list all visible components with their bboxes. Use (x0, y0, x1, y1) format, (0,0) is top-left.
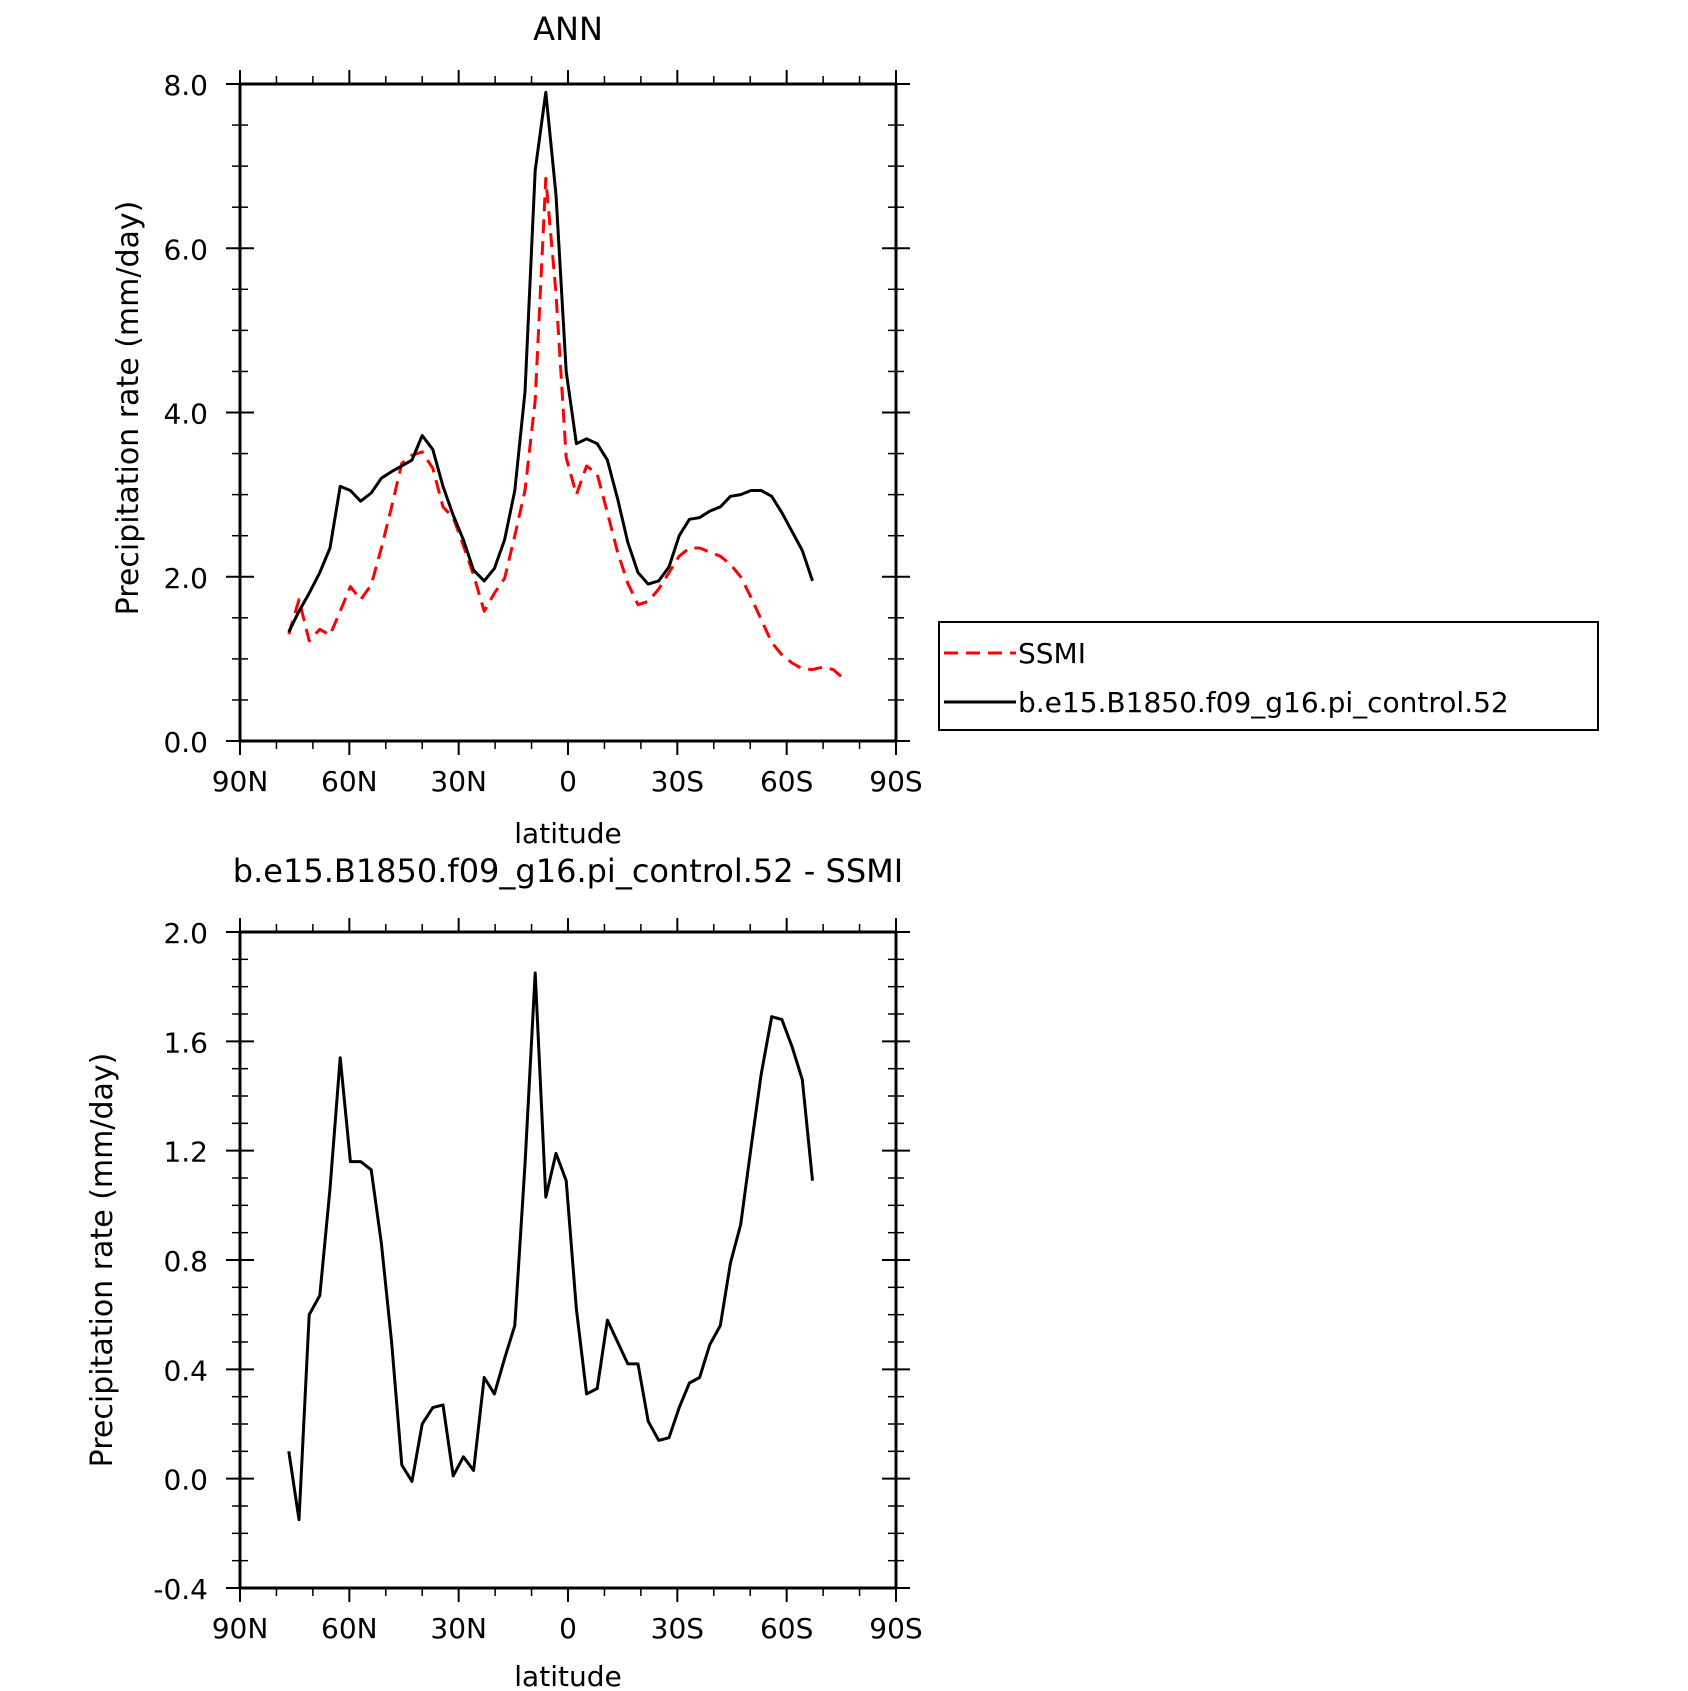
legend-box (938, 621, 1599, 731)
series-line-0 (287, 971, 814, 1522)
y-tick-label: 0.0 (163, 1464, 208, 1497)
plot-frame (238, 930, 898, 1590)
chart-panel-top: ANN Precipitation rate (mm/day) latitude… (111, 10, 923, 850)
y-tick-label: -0.4 (153, 1573, 208, 1606)
series-lines (287, 971, 814, 1522)
y-tick-label: 1.6 (163, 1026, 208, 1059)
x-tick-label: 60N (321, 1612, 378, 1645)
x-tick-label: 60S (760, 1612, 813, 1645)
y-tick-label: 8.0 (163, 69, 208, 102)
axis-ticks: 90N 60N 30N 0 30S 60S 90S 0.0 2.0 4.0 6.0 8.0 (163, 69, 922, 798)
y-tick-label: 0.4 (163, 1354, 208, 1387)
chart-title: ANN (533, 10, 603, 48)
series-line-0 (287, 176, 845, 680)
x-tick-label: 60N (321, 765, 378, 798)
y-tick-label: 6.0 (163, 233, 208, 266)
x-tick-label: 30N (430, 1612, 487, 1645)
x-tick-label: 90N (212, 765, 269, 798)
y-tick-label: 2.0 (163, 917, 208, 950)
series-lines (287, 90, 845, 680)
legend: SSMI b.e15.B1850.f09_g16.pi_control.52 (938, 621, 1599, 731)
chart-title: b.e15.B1850.f09_g16.pi_control.52 - SSMI (233, 852, 903, 890)
x-tick-label: 30S (651, 1612, 704, 1645)
y-axis-label: Precipitation rate (mm/day) (85, 1053, 120, 1468)
legend-label-ssmi: SSMI (1018, 637, 1086, 670)
y-tick-label: 2.0 (163, 562, 208, 595)
legend-label-model: b.e15.B1850.f09_g16.pi_control.52 (1018, 686, 1509, 719)
x-tick-label: 60S (760, 765, 813, 798)
y-tick-label: 0.8 (163, 1245, 208, 1278)
x-tick-label: 0 (559, 1612, 577, 1645)
y-tick-label: 1.2 (163, 1136, 208, 1169)
series-line-1 (287, 90, 814, 633)
y-axis-label: Precipitation rate (mm/day) (111, 201, 146, 616)
chart-panel-bottom: b.e15.B1850.f09_g16.pi_control.52 - SSMI… (85, 852, 923, 1691)
x-axis-label: latitude (514, 1660, 621, 1691)
x-tick-label: 30S (651, 765, 704, 798)
x-tick-label: 90S (869, 765, 922, 798)
x-tick-label: 0 (559, 765, 577, 798)
y-tick-label: 4.0 (163, 398, 208, 431)
x-tick-label: 90S (869, 1612, 922, 1645)
x-tick-label: 90N (212, 1612, 269, 1645)
x-axis-label: latitude (514, 817, 621, 850)
x-tick-label: 30N (430, 765, 487, 798)
y-tick-label: 0.0 (163, 726, 208, 759)
plot-frame (238, 82, 898, 743)
